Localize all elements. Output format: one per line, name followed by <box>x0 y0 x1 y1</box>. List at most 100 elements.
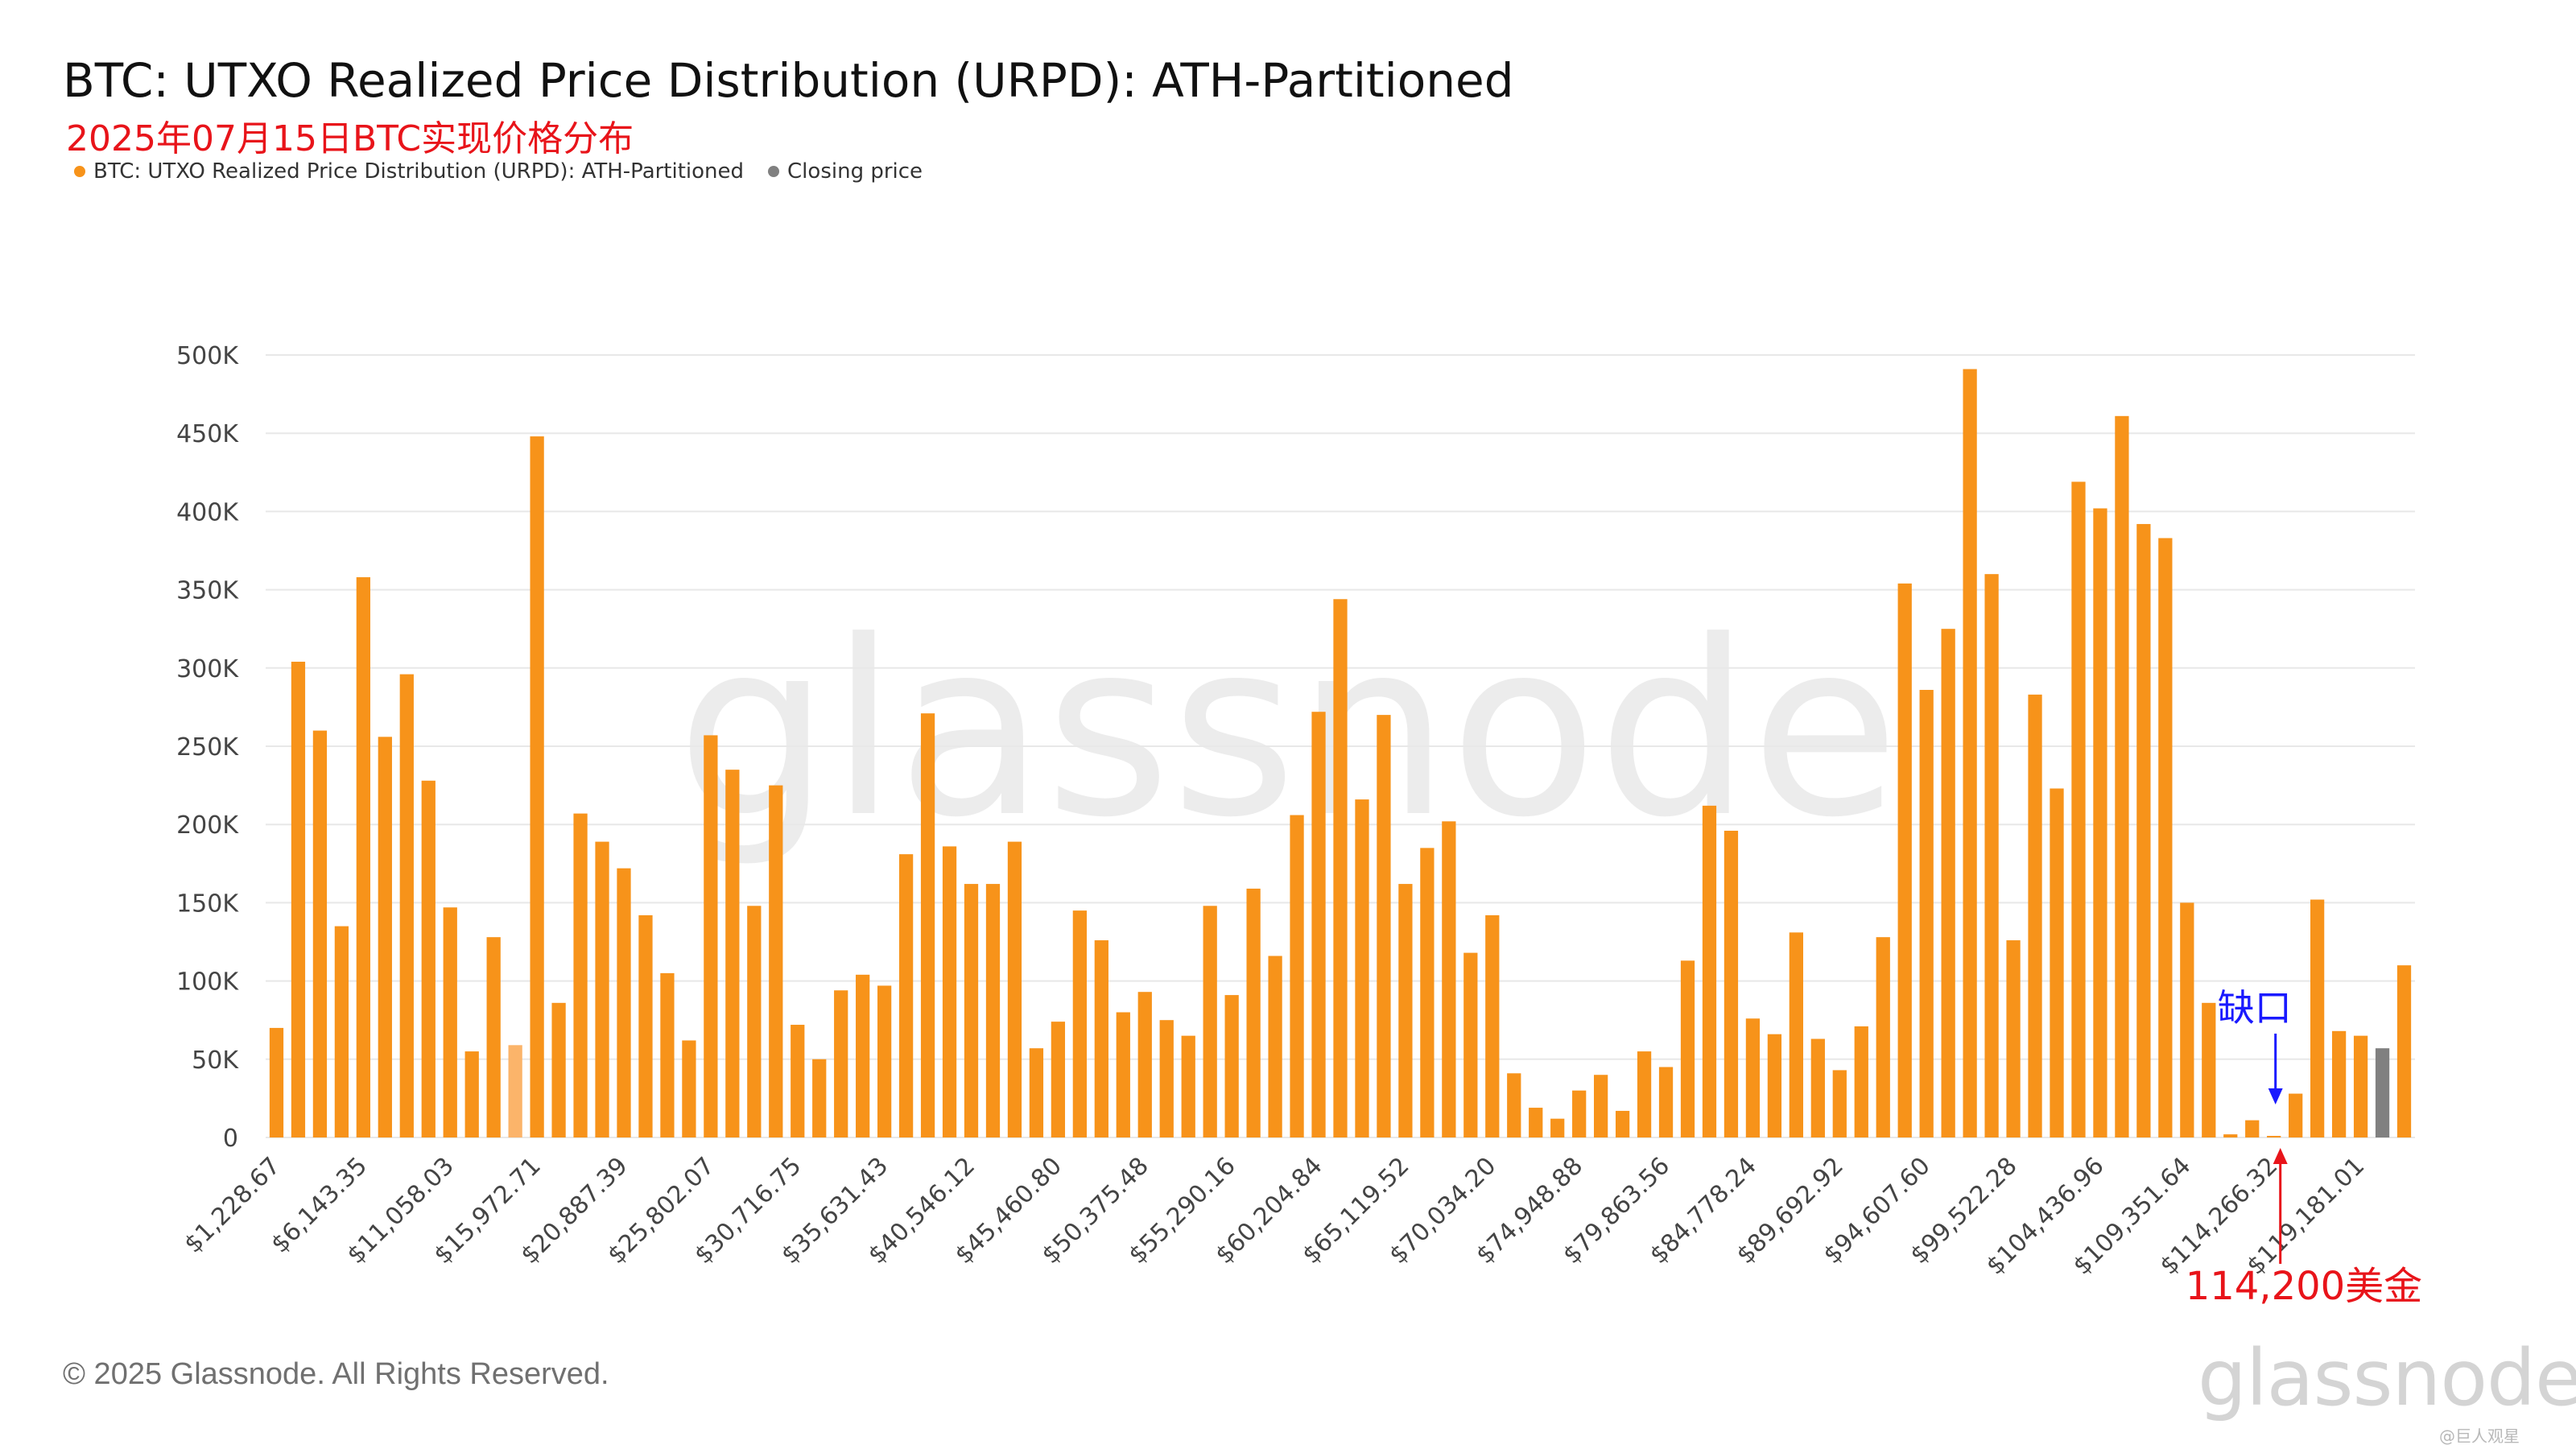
urpd-bar[interactable] <box>1854 1026 1868 1137</box>
urpd-bar[interactable] <box>443 907 457 1137</box>
urpd-bar[interactable] <box>1029 1048 1044 1137</box>
urpd-bar[interactable] <box>725 770 740 1137</box>
urpd-bar[interactable] <box>464 1051 479 1137</box>
urpd-bar[interactable] <box>2310 899 2325 1137</box>
urpd-bar[interactable] <box>2071 481 2086 1137</box>
urpd-bar[interactable] <box>378 737 392 1137</box>
urpd-bar[interactable] <box>1051 1022 1066 1137</box>
urpd-bar[interactable] <box>1072 910 1087 1137</box>
urpd-bar[interactable] <box>551 1002 566 1137</box>
urpd-bar[interactable] <box>856 974 870 1137</box>
urpd-bar[interactable] <box>1529 1108 1543 1137</box>
urpd-bar[interactable] <box>486 937 501 1137</box>
urpd-bar[interactable] <box>1594 1075 1608 1137</box>
urpd-bar[interactable] <box>2223 1134 2238 1137</box>
urpd-bar[interactable] <box>595 841 609 1137</box>
urpd-bar[interactable] <box>812 1059 827 1137</box>
urpd-bar[interactable] <box>1159 1020 1174 1137</box>
urpd-bar[interactable] <box>1398 884 1413 1137</box>
urpd-bar[interactable] <box>1442 821 1456 1137</box>
urpd-bar[interactable] <box>2136 523 2151 1137</box>
urpd-bar[interactable] <box>1181 1035 1195 1137</box>
urpd-bar[interactable] <box>1094 940 1108 1137</box>
urpd-bar[interactable] <box>1810 1038 1825 1137</box>
urpd-bar[interactable] <box>1311 712 1326 1137</box>
urpd-bar[interactable] <box>530 436 544 1137</box>
urpd-bar[interactable] <box>1355 799 1369 1137</box>
urpd-bar[interactable] <box>964 884 979 1137</box>
urpd-bar[interactable] <box>1224 995 1239 1137</box>
urpd-bar[interactable] <box>747 906 762 1137</box>
urpd-bar[interactable] <box>877 985 892 1137</box>
urpd-bar[interactable] <box>1637 1051 1652 1137</box>
urpd-bar[interactable] <box>2289 1093 2303 1137</box>
urpd-bar[interactable] <box>1963 369 1977 1138</box>
urpd-bar[interactable] <box>1680 960 1695 1137</box>
urpd-bar[interactable] <box>573 813 588 1137</box>
closing-price-bar[interactable] <box>2375 1048 2390 1137</box>
urpd-bar[interactable] <box>1007 841 1022 1137</box>
urpd-bar[interactable] <box>1268 956 1282 1137</box>
urpd-bar[interactable] <box>2245 1120 2260 1137</box>
urpd-bar[interactable] <box>2267 1136 2281 1137</box>
urpd-bar[interactable] <box>1290 815 1304 1137</box>
urpd-bar[interactable] <box>1420 848 1435 1137</box>
urpd-bar[interactable] <box>399 674 414 1137</box>
urpd-bar[interactable] <box>1984 574 1999 1137</box>
urpd-bar[interactable] <box>2331 1030 2347 1137</box>
urpd-bar[interactable] <box>2093 508 2107 1137</box>
urpd-bar[interactable] <box>334 926 349 1137</box>
urpd-bar[interactable] <box>1897 583 1912 1137</box>
urpd-bar[interactable] <box>660 972 675 1137</box>
urpd-bar[interactable] <box>1658 1067 1674 1137</box>
urpd-bar[interactable] <box>312 730 328 1137</box>
legend-item-closing-price[interactable]: Closing price <box>768 159 923 184</box>
urpd-bar[interactable] <box>985 884 1001 1137</box>
urpd-bar[interactable] <box>2050 788 2064 1137</box>
urpd-bar[interactable] <box>1333 599 1348 1137</box>
urpd-bar[interactable] <box>1767 1034 1782 1137</box>
urpd-bar[interactable] <box>1116 1012 1130 1137</box>
urpd-bar[interactable] <box>269 1027 284 1137</box>
urpd-bar[interactable] <box>769 785 783 1137</box>
urpd-bar[interactable] <box>898 854 914 1137</box>
urpd-bar[interactable] <box>1485 914 1500 1137</box>
urpd-bar[interactable] <box>1876 937 1890 1137</box>
urpd-bar[interactable] <box>1832 1070 1847 1137</box>
urpd-bar[interactable] <box>942 846 957 1137</box>
urpd-bar[interactable] <box>2353 1035 2368 1137</box>
urpd-bar[interactable] <box>1941 629 1955 1137</box>
urpd-bar[interactable] <box>1789 932 1803 1137</box>
urpd-bar[interactable] <box>2158 538 2173 1137</box>
urpd-bar[interactable] <box>356 577 370 1137</box>
urpd-bar[interactable] <box>617 868 631 1137</box>
urpd-bar[interactable] <box>2006 940 2021 1137</box>
urpd-bar[interactable] <box>508 1045 522 1137</box>
urpd-bar[interactable] <box>291 662 306 1137</box>
urpd-bar[interactable] <box>421 780 436 1137</box>
legend-item-urpd[interactable]: BTC: UTXO Realized Price Distribution (U… <box>74 159 744 184</box>
urpd-bar[interactable] <box>920 713 935 1137</box>
urpd-bar[interactable] <box>682 1040 696 1137</box>
urpd-bar[interactable] <box>2396 965 2412 1137</box>
urpd-bar[interactable] <box>1702 805 1717 1137</box>
urpd-bar[interactable] <box>1615 1110 1630 1137</box>
urpd-bar[interactable] <box>2202 1002 2216 1137</box>
urpd-bar[interactable] <box>638 914 653 1137</box>
urpd-bar[interactable] <box>1550 1118 1565 1137</box>
urpd-bar[interactable] <box>1463 952 1478 1137</box>
urpd-bar[interactable] <box>1724 830 1739 1137</box>
urpd-bar[interactable] <box>2028 694 2042 1137</box>
urpd-bar[interactable] <box>1919 690 1934 1137</box>
urpd-bar[interactable] <box>791 1025 805 1137</box>
urpd-bar[interactable] <box>2115 415 2129 1137</box>
urpd-bar[interactable] <box>1137 992 1152 1137</box>
urpd-bar[interactable] <box>834 990 848 1137</box>
urpd-bar[interactable] <box>1203 906 1217 1137</box>
urpd-bar[interactable] <box>1507 1073 1521 1137</box>
urpd-bar[interactable] <box>1246 888 1261 1137</box>
urpd-bar[interactable] <box>1745 1018 1761 1137</box>
urpd-bar[interactable] <box>704 735 718 1137</box>
urpd-bar[interactable] <box>1377 715 1391 1137</box>
urpd-bar[interactable] <box>2180 902 2194 1137</box>
